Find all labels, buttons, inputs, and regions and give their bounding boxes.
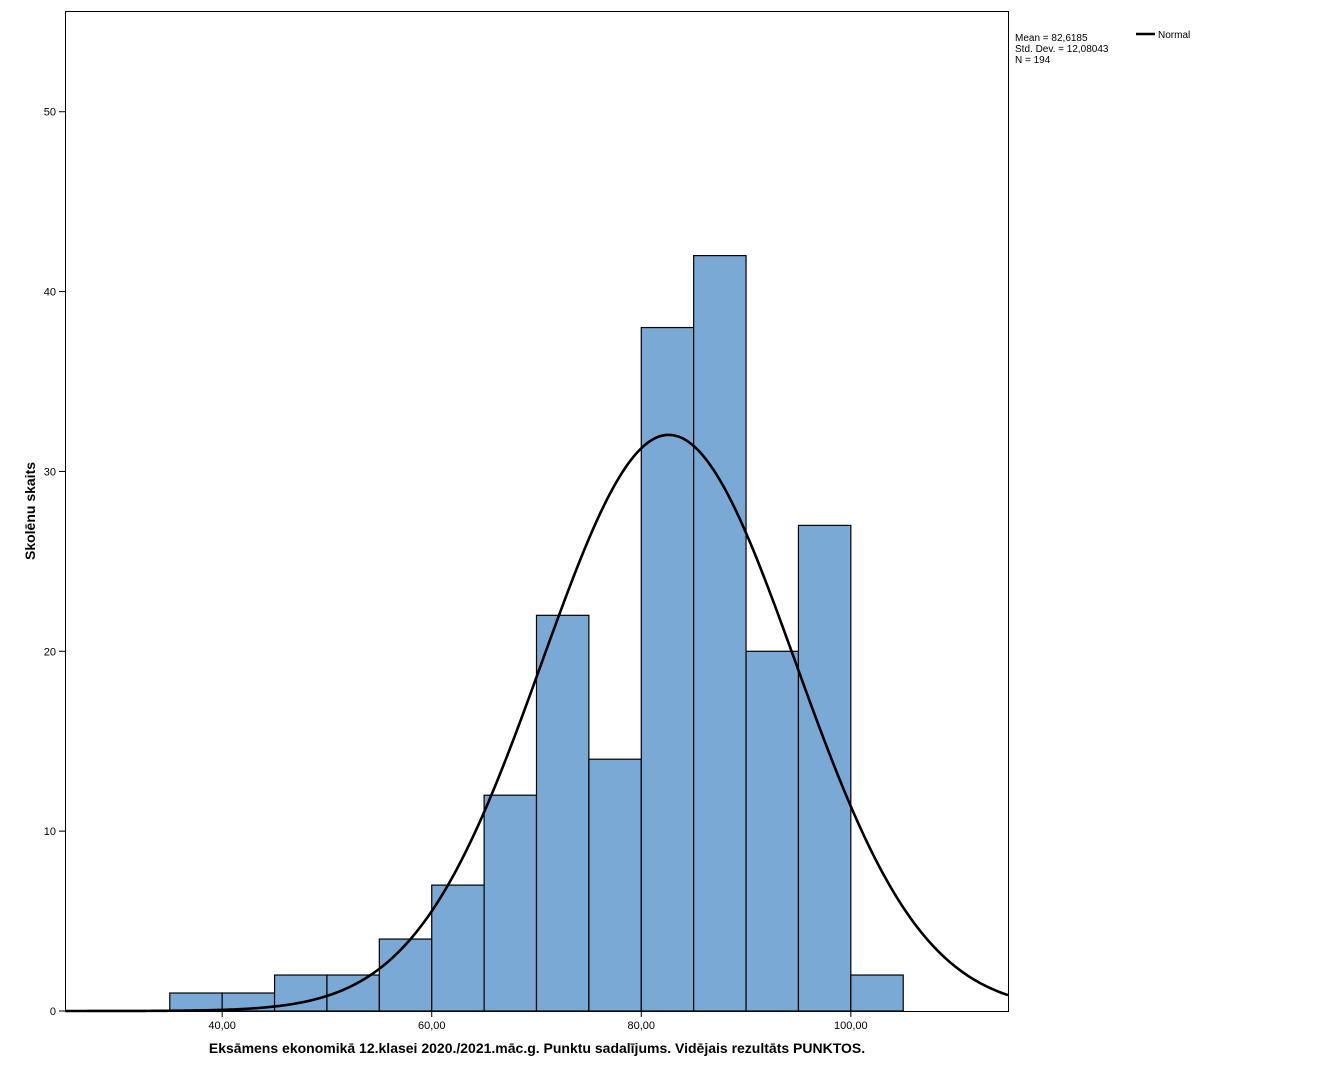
histogram-bar-7 — [535, 614, 590, 1012]
histogram-bar-9 — [640, 326, 695, 1012]
x-tick-label-1: 60,00 — [418, 1020, 446, 1032]
x-axis: 40,00 60,00 80,00 100,00 — [208, 1011, 868, 1032]
histogram-bar-0 — [169, 992, 223, 1012]
y-axis-title: Skolēnu skaits — [22, 462, 38, 560]
y-tick-label-3: 30 — [44, 466, 56, 478]
histogram-bar-13 — [850, 974, 904, 1012]
normal-curve-line — [65, 433, 1009, 1013]
x-tick-label-3: 100,00 — [834, 1020, 868, 1032]
histogram-bar-4 — [378, 938, 433, 1012]
histogram-bar-11 — [745, 650, 800, 1012]
legend-normal-label: Normal — [1158, 30, 1190, 41]
histogram-bar-10 — [693, 255, 747, 1012]
stats-mean: Mean = 82,6185 — [1015, 33, 1088, 44]
stats-n: N = 194 — [1015, 55, 1051, 66]
x-axis-title: Eksāmens ekonomikā 12.klasei 2020./2021.… — [209, 1040, 865, 1056]
y-tick-label-4: 40 — [44, 287, 56, 299]
y-tick-label-0: 0 — [50, 1006, 56, 1018]
histogram-bar-5 — [431, 884, 485, 1012]
plot-area-frame — [65, 11, 1009, 1012]
stats-std-dev: Std. Dev. = 12,08043 — [1015, 44, 1109, 55]
x-tick-label-0: 40,00 — [208, 1020, 236, 1032]
y-tick-label-2: 20 — [44, 646, 56, 658]
y-tick-label-1: 10 — [44, 826, 56, 838]
legend: Normal — [1136, 30, 1190, 41]
histogram-bar-6 — [483, 794, 538, 1012]
statistics-summary: Mean = 82,6185 Std. Dev. = 12,08043 N = … — [1015, 33, 1109, 66]
x-tick-label-2: 80,00 — [628, 1020, 656, 1032]
histogram-bars — [169, 255, 904, 1012]
y-tick-label-5: 50 — [44, 107, 56, 119]
histogram-bar-8 — [588, 758, 642, 1012]
histogram-bar-12 — [797, 524, 852, 1012]
y-axis: 0 10 20 30 40 50 — [44, 107, 65, 1018]
